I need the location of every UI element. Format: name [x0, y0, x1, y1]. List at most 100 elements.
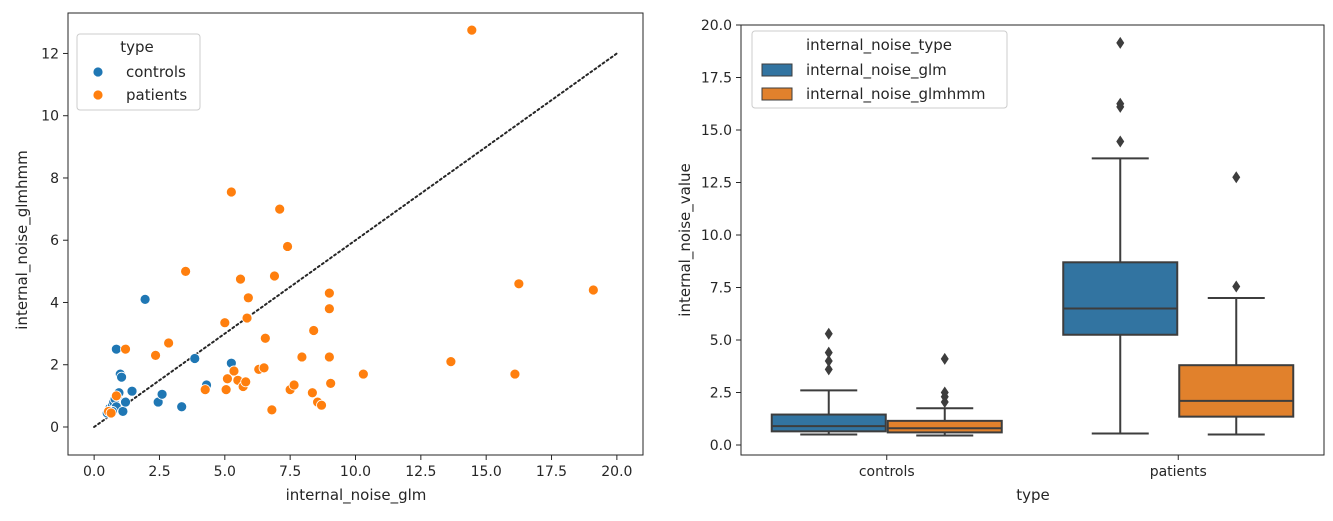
scatter-x-tick-label: 7.5	[279, 464, 301, 480]
box-legend-box	[751, 30, 1008, 109]
box-chart: 0.0 2.5 5.0 7.5 10.0 12.5 15.0 17.5 20.0 controls…	[676, 18, 1325, 504]
box-y-tick-label: 7.5	[710, 281, 732, 297]
scatter-point-patients	[323, 287, 335, 299]
scatter-point-controls	[139, 293, 151, 305]
scatter-point-patients	[220, 384, 232, 396]
scatter-point-patients	[242, 292, 254, 304]
scatter-point-patients	[240, 376, 252, 388]
scatter-point-controls	[176, 401, 188, 413]
scatter-point-patients	[150, 349, 161, 361]
box-outlier	[1116, 97, 1125, 110]
box-legend-label-internal_noise_glmhmm: internal_noise_glmhmm	[806, 85, 985, 104]
scatter-point-patients	[513, 278, 525, 290]
scatter-point-patients	[323, 303, 335, 315]
box-legend: internal_noise_type internal_noise_glmint…	[751, 30, 1008, 109]
scatter-point-patients	[445, 356, 457, 368]
scatter-point-controls	[189, 353, 201, 364]
box-y-tick-label: 15.0	[701, 123, 732, 139]
box-legend-title: internal_noise_type	[806, 36, 952, 55]
scatter-point-patients	[225, 186, 237, 198]
scatter-point-patients	[282, 241, 293, 252]
scatter-point-patients	[509, 368, 521, 380]
box-y-tick-label: 20.0	[701, 18, 732, 34]
scatter-legend-marker-controls	[92, 66, 104, 78]
scatter-point-patients	[241, 312, 253, 324]
box-x-tick-label: controls	[859, 464, 915, 480]
box-legend-label-internal_noise_glm: internal_noise_glm	[806, 61, 947, 80]
scatter-y-axis-label: internal_noise_glmhmm	[13, 150, 32, 329]
scatter-y-tick-label: 12	[41, 46, 59, 62]
scatter-point-controls	[126, 385, 138, 397]
scatter-point-patients	[199, 384, 211, 396]
box-outlier	[824, 363, 833, 376]
box-internal_noise_glm-patients	[1062, 261, 1179, 336]
scatter-point-patients	[306, 387, 318, 399]
scatter-marks	[93, 24, 618, 428]
box-axes: 0.0 2.5 5.0 7.5 10.0 12.5 15.0 17.5 20.0 controls…	[701, 18, 1325, 480]
scatter-x-tick-label: 15.0	[471, 464, 502, 480]
scatter-point-patients	[357, 368, 369, 380]
scatter-point-patients	[587, 284, 599, 296]
box-outlier	[824, 327, 833, 340]
scatter-point-controls	[110, 343, 122, 355]
scatter-point-patients	[296, 351, 308, 363]
scatter-point-patients	[266, 404, 278, 416]
box-outlier	[1232, 280, 1241, 293]
box-y-tick-label: 12.5	[701, 176, 732, 192]
reference-line	[93, 52, 618, 428]
scatter-legend-label-controls: controls	[126, 63, 186, 81]
box-outlier	[1232, 171, 1241, 184]
scatter-y-tick-label: 8	[50, 171, 59, 187]
scatter-point-patients	[235, 273, 246, 285]
box-outlier	[824, 355, 833, 367]
scatter-point-patients	[323, 351, 335, 363]
box-marks	[770, 36, 1295, 437]
scatter-legend: type controls patients	[76, 33, 201, 111]
scatter-point-controls	[116, 371, 127, 383]
box-outlier	[940, 352, 949, 365]
scatter-x-tick-label: 0.0	[83, 464, 105, 480]
scatter-legend-label-patients: patients	[126, 86, 187, 104]
scatter-point-controls	[120, 396, 131, 408]
scatter-point-patients	[105, 407, 117, 419]
box-frame	[740, 24, 1325, 456]
scatter-x-tick-label: 5.0	[214, 464, 236, 480]
scatter-x-tick-label: 20.0	[601, 464, 632, 480]
scatter-y-tick-label: 0	[50, 420, 59, 436]
scatter-x-tick-label: 12.5	[405, 464, 436, 480]
scatter-point-patients	[316, 399, 327, 411]
scatter-x-axis-label: internal_noise_glm	[286, 486, 427, 505]
box-internal_noise_glm-controls	[770, 413, 887, 433]
scatter-legend-marker-patients	[92, 89, 104, 101]
scatter-chart: 0.0 2.5 5.0 7.5 10.0 12.5 15.0 17.5 20.0 0 2 4 6 8 10 1…	[13, 12, 644, 505]
box-outlier	[1116, 36, 1125, 49]
box-x-tick-label: patients	[1150, 464, 1207, 480]
scatter-axes: 0.0 2.5 5.0 7.5 10.0 12.5 15.0 17.5 20.0 0 2 4 6 8 10 1…	[41, 12, 644, 480]
box-outlier	[824, 346, 833, 359]
box-y-tick-label: 10.0	[701, 228, 732, 244]
scatter-legend-title: type	[120, 38, 154, 56]
scatter-point-patients	[180, 265, 192, 277]
scatter-point-patients	[325, 378, 337, 389]
scatter-x-tick-label: 2.5	[148, 464, 170, 480]
scatter-x-tick-label: 17.5	[536, 464, 567, 480]
box-y-tick-label: 2.5	[710, 386, 732, 402]
box-legend-swatch-internal_noise_glmhmm	[761, 87, 793, 101]
scatter-point-controls	[117, 406, 129, 417]
box-outlier	[940, 386, 949, 399]
box-internal_noise_glmhmm-controls	[886, 419, 1003, 434]
scatter-point-patients	[466, 24, 478, 36]
scatter-point-patients	[274, 203, 286, 215]
scatter-point-patients	[120, 343, 131, 355]
box-outlier	[1116, 135, 1125, 148]
scatter-point-patients	[228, 365, 240, 377]
scatter-point-patients	[219, 317, 231, 329]
box-y-axis-label: internal_noise_value	[676, 163, 695, 316]
scatter-y-tick-label: 10	[41, 109, 59, 125]
scatter-point-controls	[156, 388, 168, 400]
box-y-tick-label: 0.0	[710, 438, 732, 454]
scatter-point-patients	[163, 337, 175, 349]
box-legend-swatch-internal_noise_glm	[761, 63, 793, 77]
scatter-point-patients	[259, 332, 271, 344]
